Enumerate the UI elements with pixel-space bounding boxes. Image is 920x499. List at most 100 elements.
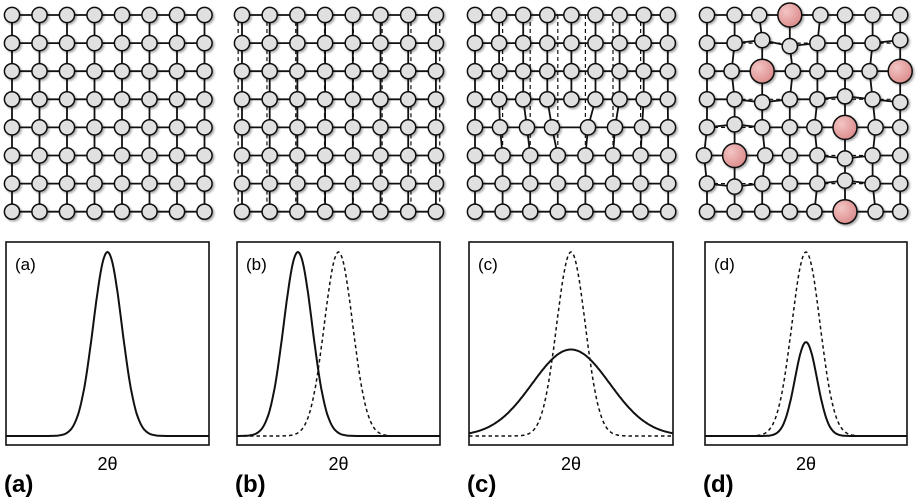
atom (399, 62, 417, 80)
atom (633, 119, 651, 136)
impurity-atom (832, 114, 858, 141)
atom (466, 34, 484, 52)
atom (141, 203, 158, 221)
atom (196, 147, 213, 164)
atom (289, 62, 306, 80)
atom (289, 203, 306, 221)
atom (836, 62, 854, 80)
atom (891, 119, 909, 136)
atom (58, 6, 76, 24)
atom (659, 34, 677, 52)
plot-frame (468, 241, 674, 446)
lattice-perfect (3, 6, 213, 221)
atom (518, 119, 536, 136)
atom (632, 203, 649, 221)
atom (316, 175, 334, 192)
atom (168, 90, 186, 108)
atom (289, 147, 306, 164)
atom (113, 34, 131, 52)
atom (141, 62, 158, 80)
panel-label: (b) (235, 471, 266, 498)
peak-b (237, 250, 440, 437)
atom (344, 175, 362, 192)
atom (490, 34, 508, 52)
atom (233, 203, 251, 221)
atom (427, 6, 445, 24)
atom (491, 119, 509, 136)
atom (726, 6, 743, 24)
atom (867, 203, 884, 221)
atom (466, 147, 484, 164)
atom (233, 175, 251, 192)
atom (316, 90, 334, 108)
peak-a (6, 250, 209, 437)
atom (836, 172, 854, 189)
atom (753, 203, 771, 221)
atom (611, 6, 628, 24)
atom (466, 175, 484, 192)
atom (113, 203, 131, 221)
atom (196, 203, 213, 221)
atom (659, 90, 677, 108)
atom (58, 62, 76, 80)
atom (723, 62, 740, 80)
atom (3, 34, 21, 52)
inner-panel-label: (a) (15, 255, 36, 274)
atom (3, 203, 21, 221)
atom (399, 34, 417, 52)
atom (781, 37, 799, 55)
atom (466, 119, 484, 136)
inner-panel-label: (c) (478, 255, 498, 274)
atom (344, 6, 362, 24)
atom (168, 203, 186, 221)
atom (604, 147, 622, 164)
atom (113, 6, 131, 24)
atom (809, 62, 826, 80)
atom (344, 90, 362, 108)
atom (891, 203, 909, 221)
atom (726, 34, 743, 52)
impurity-atom (887, 58, 913, 84)
atom (611, 62, 628, 80)
atom (427, 175, 445, 192)
impurity-atom (749, 58, 775, 84)
atom (427, 147, 445, 164)
atom (3, 175, 21, 192)
atom (836, 34, 854, 52)
atom (891, 175, 909, 192)
atom (695, 147, 713, 164)
impurity-atom (832, 198, 858, 225)
lattice-edge-dislocation (466, 6, 677, 221)
atom (549, 147, 567, 164)
atom (494, 147, 511, 164)
atom (86, 34, 103, 52)
atom (659, 203, 677, 221)
atom (168, 175, 186, 192)
atom (261, 90, 279, 108)
atom (836, 87, 854, 105)
atom (168, 62, 186, 80)
atom (809, 175, 826, 192)
atom (31, 6, 48, 24)
atom (604, 203, 622, 221)
xrd-plot-a: (a) 2θ (a) (4, 241, 210, 498)
atom (632, 175, 649, 192)
x-axis-label: 2θ (328, 454, 348, 474)
panel-label: (c) (467, 471, 496, 498)
atom (563, 90, 580, 108)
atom (31, 90, 48, 108)
impurity-atom (777, 2, 803, 28)
lattice-impurities (695, 2, 913, 225)
atom (726, 203, 743, 221)
atom (86, 119, 103, 136)
atom (698, 90, 716, 108)
atom (261, 62, 279, 80)
atom (399, 175, 417, 192)
atom (891, 31, 909, 49)
xrd-plot-b: (b) 2θ (b) (235, 241, 441, 498)
atom (563, 6, 580, 24)
atom (490, 62, 508, 80)
atom (3, 62, 21, 80)
x-axis-label: 2θ (561, 454, 581, 474)
